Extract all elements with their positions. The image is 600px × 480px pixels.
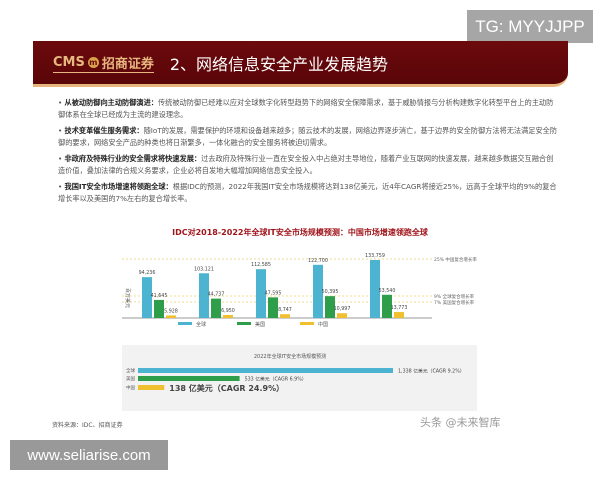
bar-category-label: 中国 [126,384,135,391]
bar-category-label: 美国 [126,375,135,382]
legend-label: 中国 [318,321,328,328]
data-label: 112,585 [251,262,271,268]
bar-美国 [268,297,278,318]
legend-label: 全球 [196,321,206,328]
bar-全球 [370,260,380,318]
watermark-badge-bottom: www.seliarise.com [10,440,168,470]
legend-label: 美国 [255,321,265,328]
data-label: 10,997 [334,306,351,312]
bar-美国 [382,294,392,318]
watermark-right: 头条 @未来智库 [420,416,501,429]
bar-中国 [394,312,404,318]
bullet-item: • 我国IT安全市场增速将领跑全球：根据IDC的预测，2022年我国IT安全市场… [58,182,557,203]
reference-label: 25% 中国复合增长率 [434,256,477,263]
hbar-value-label: 138 亿美元（CAGR 24.9%） [169,383,284,393]
hbar-中国 [138,385,165,390]
data-label: 44,737 [208,292,225,298]
bar-category-label: 全球 [126,367,135,374]
bar-中国 [280,314,290,318]
bar-全球 [199,273,209,318]
data-label: 50,395 [322,289,339,295]
bar-中国 [337,313,347,318]
data-label: 13,773 [391,305,408,311]
legend-swatch [300,322,314,325]
watermark-badge-top: TG: MYYJJPP [467,10,593,43]
hbar-全球 [138,368,393,373]
hbar-value-label: 1,338 亿美元（CAGR 9.2%） [398,368,465,375]
bar-美国 [211,298,221,318]
data-label: 5,928 [164,308,178,314]
panel-title: 2022年全球IT安全市场规模预测 [254,353,326,360]
bar-全球 [313,264,323,318]
reference-label: 9% 全球复合增长率 [434,293,475,300]
chart-title: IDC对2018-2022年全球IT安全市场规模预测：中国市场增速领跑全球 [172,228,428,237]
hbar-value-label: 533 亿美元（CAGR 6.9%） [245,376,307,383]
bullet-item: • 非政府及特殊行业的安全需求将快速发展：过去政府及特殊行业一直在安全投入中占绝… [58,154,554,175]
y-axis-label: 百万美元 [124,288,131,308]
data-label: 6,950 [221,308,235,314]
data-label: 103,121 [194,266,214,272]
data-label: 122,700 [308,258,328,264]
data-label: 8,747 [278,307,292,313]
cms-logo: CMS m 招商证券 [53,54,154,73]
data-label: 47,595 [265,290,282,296]
bar-美国 [325,296,335,318]
slide-title: 2、网络信息安全产业发展趋势 [169,54,389,74]
reference-label: 7% 美国复合增长率 [434,299,475,306]
data-label: 41,645 [151,293,168,299]
bar-中国 [223,314,233,318]
slide-header: CMS m 招商证券 2、网络信息安全产业发展趋势 [33,41,568,87]
data-label: 133,759 [365,253,385,259]
bar-全球 [256,269,266,318]
bar-全球 [142,277,152,318]
legend-swatch [237,322,251,325]
bullet-item: • 从被动防御向主动防御演进：传统被动防御已经难以应对全球数字化转型趋势下的网络… [58,98,554,119]
source-note: 资料来源：IDC、招商证券 [52,422,123,429]
data-label: 94,236 [139,270,156,276]
data-label: 53,540 [379,288,396,294]
bar-美国 [154,299,164,318]
bullet-list: • 从被动防御向主动防御演进：传统被动防御已经难以应对全球数字化转型趋势下的网络… [58,97,558,209]
legend-swatch [178,322,192,325]
hbar-美国 [138,376,240,381]
bullet-item: • 技术变革催生服务需求：随IoT的发展，需要保护的环境和设备越来越多；随云技术… [58,126,558,147]
bar-中国 [166,315,176,318]
